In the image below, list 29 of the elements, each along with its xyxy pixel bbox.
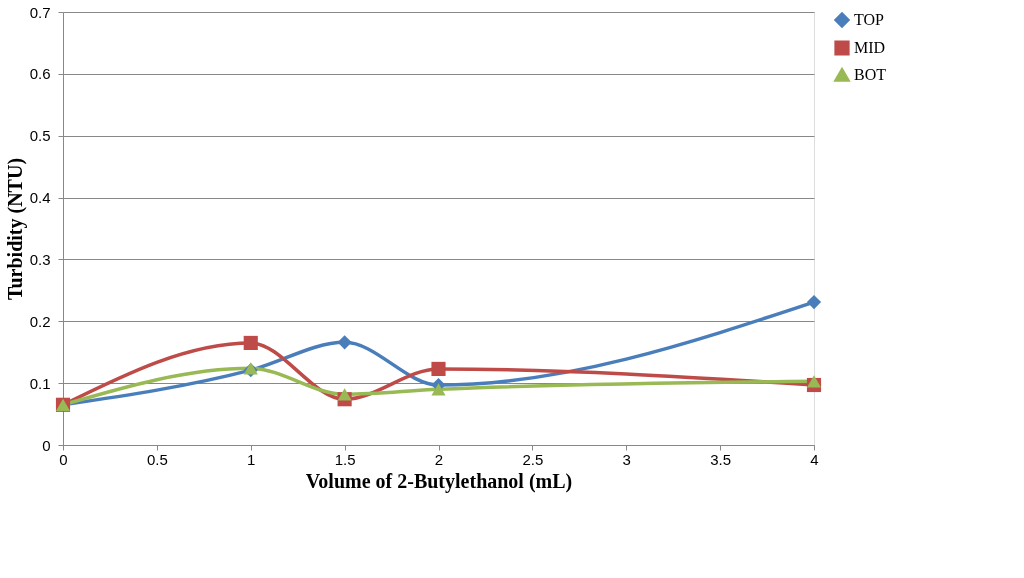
point — [431, 361, 446, 376]
y-tick-label: 0.2 — [29, 312, 51, 330]
y-tick-label: 0.3 — [29, 250, 51, 268]
y-tick-label: 0 — [42, 436, 51, 454]
legend-label: MID — [854, 39, 886, 56]
x-tick-label: 3 — [622, 450, 631, 468]
point — [337, 388, 352, 401]
y-tick-label: 0.1 — [29, 374, 51, 392]
y-tick-label: 0.7 — [29, 3, 51, 21]
x-tick-label: 0.5 — [146, 450, 168, 468]
point — [337, 335, 352, 350]
x-tick-label: 3.5 — [710, 450, 732, 468]
y-tick-label: 0.5 — [29, 127, 51, 145]
point — [243, 335, 258, 351]
y-tick-label: 0.4 — [29, 189, 51, 207]
legend-label: TOP — [854, 11, 885, 28]
x-tick-label: 1 — [247, 450, 256, 468]
legend-label: BOT — [854, 66, 887, 83]
point — [806, 295, 822, 310]
point — [806, 375, 822, 388]
x-tick-label: 2.5 — [522, 450, 544, 468]
x-axis-title: Volume of 2-Butylethanol (mL) — [305, 469, 573, 493]
x-tick-label: 0 — [59, 450, 68, 468]
x-tick-label: 1.5 — [334, 450, 356, 468]
y-tick-label: 0.6 — [29, 65, 51, 83]
x-tick-label: 4 — [810, 450, 819, 468]
y-axis-title: Turbidity (NTU) — [3, 157, 27, 301]
point — [431, 383, 446, 396]
x-tick-label: 2 — [434, 450, 444, 468]
